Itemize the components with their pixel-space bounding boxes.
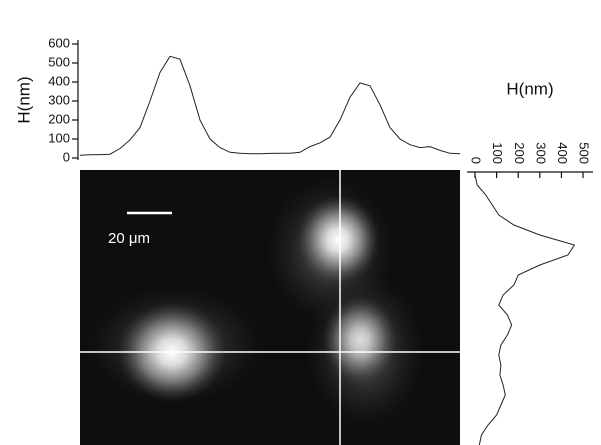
x-tick-label: 100 (490, 142, 505, 164)
afm-image: 20 μm (80, 170, 460, 445)
y-axis-title: H(nm) (14, 76, 33, 123)
y-tick-label: 0 (63, 149, 70, 164)
x-tick-label: 500 (577, 142, 592, 164)
x-tick-label: 300 (533, 142, 548, 164)
y-tick-label: 100 (48, 130, 70, 145)
y-tick-label: 400 (48, 73, 70, 88)
x-tick-label: 400 (555, 142, 570, 164)
y-tick-label: 200 (48, 111, 70, 126)
y-tick-label: 500 (48, 54, 70, 69)
profile-line (79, 55, 461, 156)
x-tick-label: 0 (469, 157, 484, 164)
x-axis-title: H(nm) (506, 79, 553, 98)
scale-bar-label: 20 μm (108, 230, 150, 247)
profile-line (474, 174, 576, 445)
x-tick-label: 200 (512, 142, 527, 164)
y-tick-label: 600 (48, 35, 70, 50)
y-tick-label: 300 (48, 92, 70, 107)
